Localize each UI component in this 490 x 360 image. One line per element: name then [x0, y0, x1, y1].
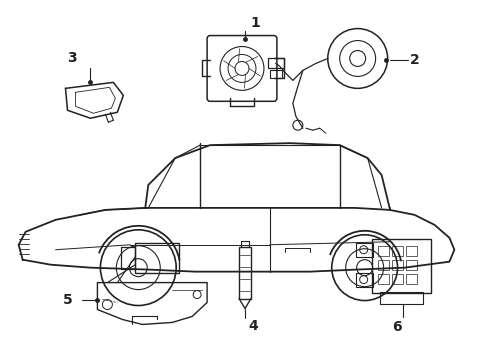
Text: 5: 5: [63, 293, 72, 306]
Text: 1: 1: [250, 15, 260, 30]
Text: 6: 6: [392, 320, 402, 334]
Text: 2: 2: [410, 54, 419, 67]
Text: 3: 3: [68, 51, 77, 66]
Text: 4: 4: [248, 319, 258, 333]
